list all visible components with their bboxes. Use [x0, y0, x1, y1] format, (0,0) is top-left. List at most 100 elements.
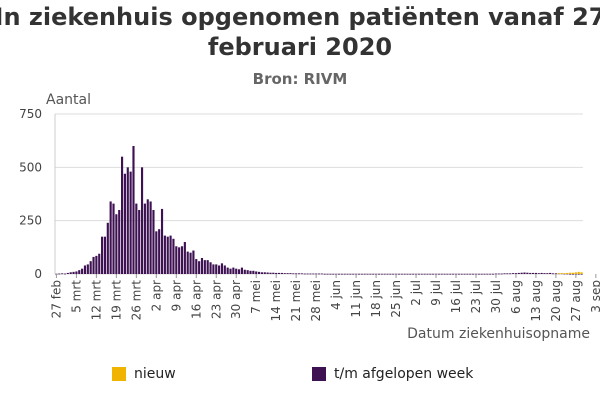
x-axis-ticks: 27 feb 5 mrt 12 mrt 19 mrt 26 mrt 2 apr 9 apr 1…	[49, 274, 600, 322]
bar	[200, 258, 204, 274]
bar	[215, 264, 218, 274]
bar	[580, 272, 583, 274]
y-tick-label: 500	[19, 160, 42, 174]
x-tick-label: 27 feb	[49, 280, 63, 318]
bar	[566, 272, 569, 274]
x-axis-label: Datum ziekenhuisopname	[407, 326, 590, 342]
bar	[317, 273, 321, 275]
bar	[112, 203, 115, 274]
bar	[580, 273, 583, 275]
bar	[78, 270, 81, 274]
bar	[480, 273, 483, 275]
bar	[337, 273, 341, 275]
bar	[577, 271, 580, 274]
bar	[537, 273, 540, 274]
bar	[143, 203, 146, 274]
bar	[140, 167, 144, 274]
bar	[569, 273, 572, 275]
legend-swatch	[312, 367, 326, 381]
bar	[118, 210, 121, 274]
x-tick-label: 11 jun	[349, 280, 363, 318]
bar	[349, 273, 352, 275]
bar	[377, 273, 380, 275]
bar	[257, 271, 261, 274]
bar	[332, 273, 335, 275]
bar	[81, 268, 84, 274]
x-tick-label: 6 aug	[509, 280, 523, 314]
bar	[178, 247, 181, 274]
bar	[506, 273, 509, 275]
bar	[343, 273, 346, 275]
bar	[486, 273, 489, 275]
bar	[363, 273, 366, 275]
bar	[61, 273, 64, 275]
bar	[220, 263, 224, 274]
bar	[249, 270, 252, 274]
bar	[83, 265, 87, 274]
bar	[180, 246, 184, 274]
bar	[460, 273, 463, 275]
bar	[389, 273, 392, 275]
x-tick-label: 23 jul	[469, 280, 483, 313]
bar	[275, 272, 278, 274]
x-tick-label: 12 mrt	[89, 280, 103, 321]
x-tick-label: 25 jun	[389, 280, 403, 318]
bar	[243, 269, 246, 274]
bar	[340, 273, 343, 275]
bar	[175, 246, 178, 274]
bar	[169, 235, 172, 274]
bar	[189, 252, 192, 274]
y-tick-label: 0	[34, 267, 42, 281]
bar	[229, 268, 232, 274]
bar	[232, 267, 235, 274]
bar	[272, 272, 275, 274]
bar	[223, 265, 226, 274]
bar	[126, 167, 129, 274]
bar	[369, 273, 372, 275]
bar	[283, 273, 286, 274]
legend-item-nieuw[interactable]: nieuw	[112, 366, 176, 382]
bar	[138, 210, 141, 274]
x-tick-label: 30 jul	[489, 280, 503, 313]
bar	[121, 156, 124, 274]
x-tick-label: 23 apr	[209, 280, 223, 319]
bar	[63, 273, 67, 275]
bar	[323, 273, 326, 275]
bar	[89, 261, 92, 274]
x-tick-label: 2 apr	[149, 280, 163, 311]
bar	[172, 238, 175, 274]
bar	[192, 250, 195, 274]
bar	[466, 273, 469, 275]
bar	[420, 273, 423, 275]
bar	[426, 273, 429, 275]
x-tick-label: 21 mei	[289, 280, 303, 322]
bar	[517, 272, 520, 274]
x-tick-label: 3 sep	[589, 280, 600, 313]
bar	[440, 273, 443, 275]
bar	[238, 269, 241, 274]
bar	[160, 208, 164, 274]
bar	[183, 242, 186, 274]
x-tick-label: 9 jul	[429, 280, 443, 306]
bar	[494, 273, 498, 275]
bar	[523, 272, 526, 274]
bar	[352, 273, 355, 275]
bar	[469, 273, 472, 275]
bar	[403, 273, 406, 275]
bar	[423, 273, 426, 275]
bar	[574, 272, 577, 274]
bar	[277, 272, 281, 274]
bar	[554, 273, 557, 275]
y-axis-ticks: 0 250 500 750	[19, 107, 42, 281]
legend-item-week[interactable]: t/m afgelopen week	[312, 366, 473, 382]
bar	[255, 271, 258, 274]
bar	[252, 270, 255, 274]
bar	[209, 262, 212, 274]
bar	[429, 273, 432, 275]
bar	[503, 273, 506, 275]
x-tick-label: 5 mrt	[69, 280, 83, 313]
bar	[286, 273, 289, 274]
bar	[306, 273, 309, 275]
bar	[417, 273, 420, 275]
